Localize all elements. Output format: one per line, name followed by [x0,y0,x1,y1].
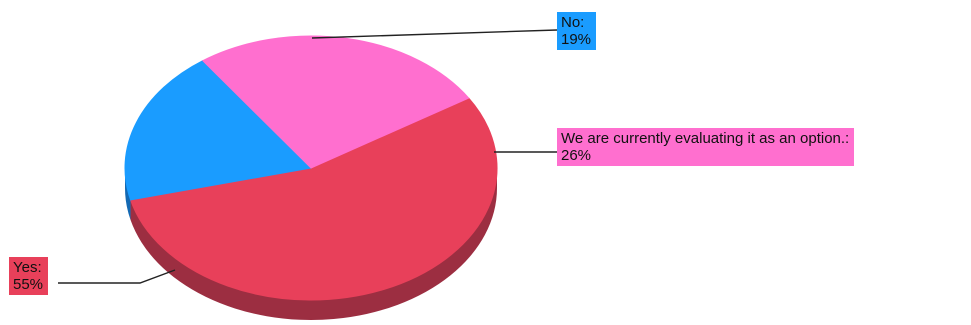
callout-evaluating: We are currently evaluating it as an opt… [557,128,855,166]
leader-line-yes [58,269,176,284]
slice-label-evaluating: We are currently evaluating it as an opt… [561,130,850,147]
pie-slice-no [124,60,313,201]
pie-side-no [125,168,131,220]
slice-value-no: 19% [561,31,592,48]
pie-slice-evaluating [201,35,470,169]
slice-label-yes: Yes: [13,259,42,276]
pie-slice-yes [129,97,498,301]
slice-value-yes: 55% [13,276,44,293]
slice-label-no: No: [561,14,585,31]
leader-line-no [311,29,558,39]
callout-yes: Yes: 55% [9,257,49,295]
callout-no: No: 19% [557,12,597,50]
slice-value-evaluating: 26% [561,147,592,164]
